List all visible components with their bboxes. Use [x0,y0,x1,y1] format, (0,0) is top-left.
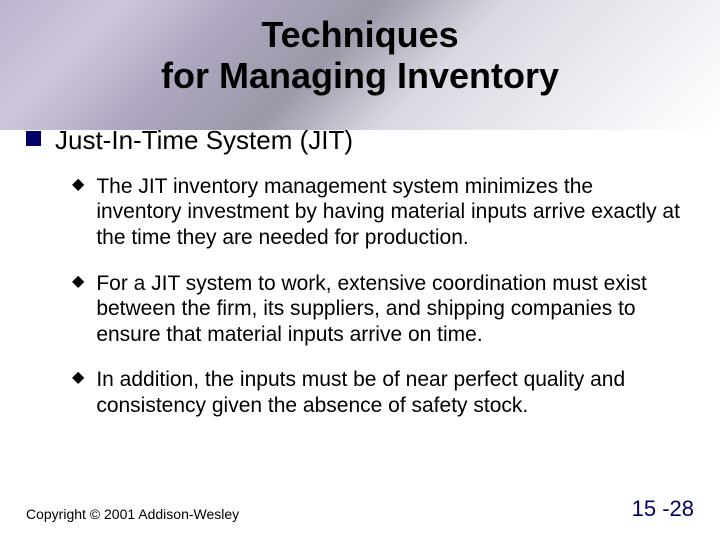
slide-title: Techniques for Managing Inventory [0,0,720,97]
list-item: ◆ For a JIT system to work, extensive co… [72,271,680,348]
sub-bullet-list: ◆ The JIT inventory management system mi… [26,174,680,419]
sub-bullet-text: In addition, the inputs must be of near … [96,367,680,418]
page-number: 15 -28 [632,496,694,522]
sub-bullet-text: For a JIT system to work, extensive coor… [96,271,680,348]
slide-footer: Copyright © 2001 Addison-Wesley 15 -28 [26,496,694,522]
main-bullet: Just-In-Time System (JIT) [26,125,680,156]
sub-bullet-text: The JIT inventory management system mini… [96,174,680,251]
list-item: ◆ In addition, the inputs must be of nea… [72,367,680,418]
main-bullet-text: Just-In-Time System (JIT) [55,125,353,156]
square-bullet-icon [26,131,41,146]
slide-content: Just-In-Time System (JIT) ◆ The JIT inve… [0,97,720,419]
title-line-1: Techniques [261,14,458,55]
diamond-bullet-icon: ◆ [72,370,84,386]
title-line-2: for Managing Inventory [161,55,559,96]
diamond-bullet-icon: ◆ [72,177,84,193]
copyright-text: Copyright © 2001 Addison-Wesley [26,506,239,522]
list-item: ◆ The JIT inventory management system mi… [72,174,680,251]
diamond-bullet-icon: ◆ [72,274,84,290]
